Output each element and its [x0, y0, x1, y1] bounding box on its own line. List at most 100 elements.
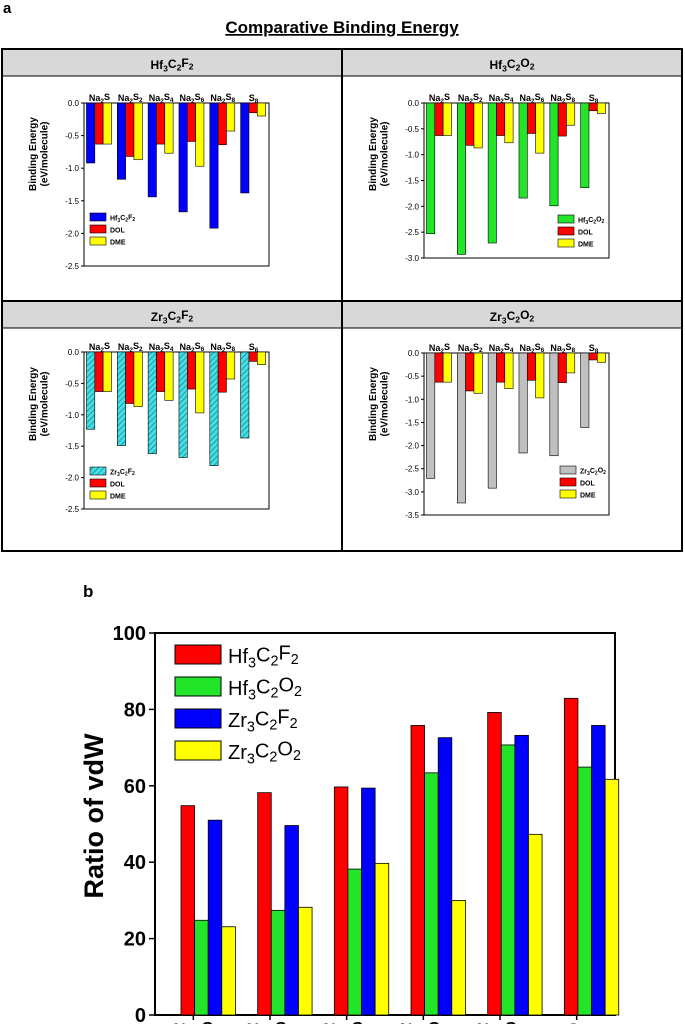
y-tick-label: 20 — [124, 929, 146, 951]
bar — [580, 352, 590, 428]
legend-swatch — [559, 465, 577, 475]
bar — [186, 102, 196, 142]
category-label: Na2S8 — [210, 341, 235, 354]
bar — [209, 351, 219, 466]
category-label: Na2S2 — [247, 1019, 294, 1024]
category-label: S6 — [249, 342, 259, 354]
bar — [596, 102, 606, 114]
y-tick-label: 60 — [124, 776, 146, 798]
category-label: Na2S — [89, 92, 110, 105]
bar — [496, 102, 506, 136]
y-tick-label: -1.5 — [65, 197, 79, 206]
legend-label: Hf3C2O2 — [228, 675, 302, 704]
y-tick-label: -0.5 — [65, 132, 79, 141]
bar — [133, 351, 143, 407]
bar — [102, 351, 112, 392]
bar — [504, 102, 514, 144]
panel-a-grid — [1, 48, 683, 552]
bar — [437, 737, 453, 1016]
y-tick-label: 0.0 — [68, 99, 80, 108]
legend-label: DME — [110, 494, 126, 501]
bar — [496, 352, 506, 383]
binding-energy-chart-4: Zr3C2O2 Na2S Na2S2 Na2S4 Na2S6 Na2S8 S8 0.0 -0.5… — [368, 308, 610, 520]
bar — [195, 102, 205, 167]
category-label: S8 — [249, 93, 259, 105]
bar — [596, 352, 606, 363]
legend-swatch — [89, 224, 107, 234]
bar — [434, 102, 444, 136]
bar — [465, 352, 475, 392]
legend-label: Zr3C2O2 — [580, 467, 606, 477]
y-tick-label: -1.0 — [405, 151, 419, 160]
legend-swatch — [89, 478, 107, 488]
legend: Zr3C2F2 DOL DME — [89, 466, 135, 501]
category-label: Na2S2 — [458, 92, 483, 105]
bar — [217, 102, 227, 146]
bar — [226, 351, 236, 380]
bar — [487, 102, 497, 244]
legend-swatch — [89, 466, 107, 476]
bar — [156, 351, 166, 392]
category-label: Na2S4 — [489, 342, 514, 355]
legend-swatch — [174, 644, 222, 665]
bar — [117, 351, 126, 446]
y-axis-label: Binding Energy(eV/molecule) — [368, 117, 391, 191]
chart-title: Hf3C2F2 — [150, 56, 193, 74]
bar — [94, 102, 104, 145]
bar — [535, 352, 545, 399]
y-tick-label: -2.0 — [405, 202, 419, 211]
category-label: Na2S8 — [550, 342, 575, 355]
bar — [178, 351, 188, 458]
bar — [156, 102, 166, 145]
category-label: S8 — [589, 93, 599, 105]
vdw-ratio-chart: Na2S Na2S2 Na2S4 Na2S6 Na2S8 S8 0 20 40 60 80 100 Ra… — [79, 623, 620, 1024]
bar — [518, 102, 528, 199]
bar — [240, 351, 250, 439]
y-tick-label: -1.0 — [65, 164, 79, 173]
legend-label: DME — [580, 493, 596, 500]
legend-swatch — [559, 477, 577, 487]
y-axis-label: Binding Energy(eV/molecule) — [28, 117, 51, 191]
binding-energy-chart-3: Zr3C2F2 Na2S Na2S2 Na2S4 Na2S6 Na2S8 S6 0.0 -0.5… — [28, 308, 270, 514]
figure-title: Comparative Binding Energy — [225, 18, 459, 37]
y-tick-label: -0.5 — [65, 379, 79, 388]
y-tick-label: -2.5 — [65, 505, 79, 514]
y-tick-label: -1.5 — [405, 418, 419, 427]
bar — [549, 102, 559, 207]
y-tick-label: -1.0 — [405, 395, 419, 404]
category-label: Na2S8 — [210, 92, 235, 105]
category-label: Na2S4 — [489, 92, 514, 105]
y-tick-label: -1.5 — [65, 442, 79, 451]
legend: Zr3C2O2 DOL DME — [559, 465, 606, 500]
legend: Hf3C2F2 DOL DME — [89, 212, 135, 247]
bar — [473, 352, 483, 394]
legend-label: DOL — [110, 482, 126, 489]
binding-energy-chart-2: Hf3C2O2 Na2S Na2S2 Na2S4 Na2S6 Na2S8 S8 0.0 -0.5… — [368, 56, 610, 263]
bar — [442, 352, 452, 383]
chart-title: Zr3C2O2 — [490, 308, 535, 326]
legend-swatch — [89, 236, 107, 246]
y-axis-label: Binding Energy(eV/molecule) — [368, 367, 391, 441]
bar — [125, 351, 135, 404]
legend-swatch — [89, 490, 107, 500]
bar — [256, 102, 266, 117]
category-label: Na2S6 — [400, 1019, 447, 1024]
legend-label: Hf3C2F2 — [228, 643, 299, 672]
category-label: S8 — [568, 1020, 586, 1024]
plot-frame — [83, 102, 270, 267]
bar — [240, 102, 250, 194]
bar — [473, 102, 483, 149]
y-tick-label: -2.0 — [65, 229, 79, 238]
bar — [347, 868, 362, 1016]
bar — [217, 351, 227, 393]
legend-label: DOL — [110, 228, 126, 235]
plot-frame — [423, 352, 610, 516]
category-label: Na2S4 — [323, 1019, 370, 1024]
panel-b-letter: b — [83, 582, 93, 601]
category-label: Na2S6 — [520, 342, 545, 355]
category-label: Na2S2 — [458, 342, 483, 355]
bar — [298, 906, 313, 1016]
bar — [410, 725, 426, 1016]
legend-swatch — [89, 212, 107, 222]
bar — [591, 725, 606, 1016]
